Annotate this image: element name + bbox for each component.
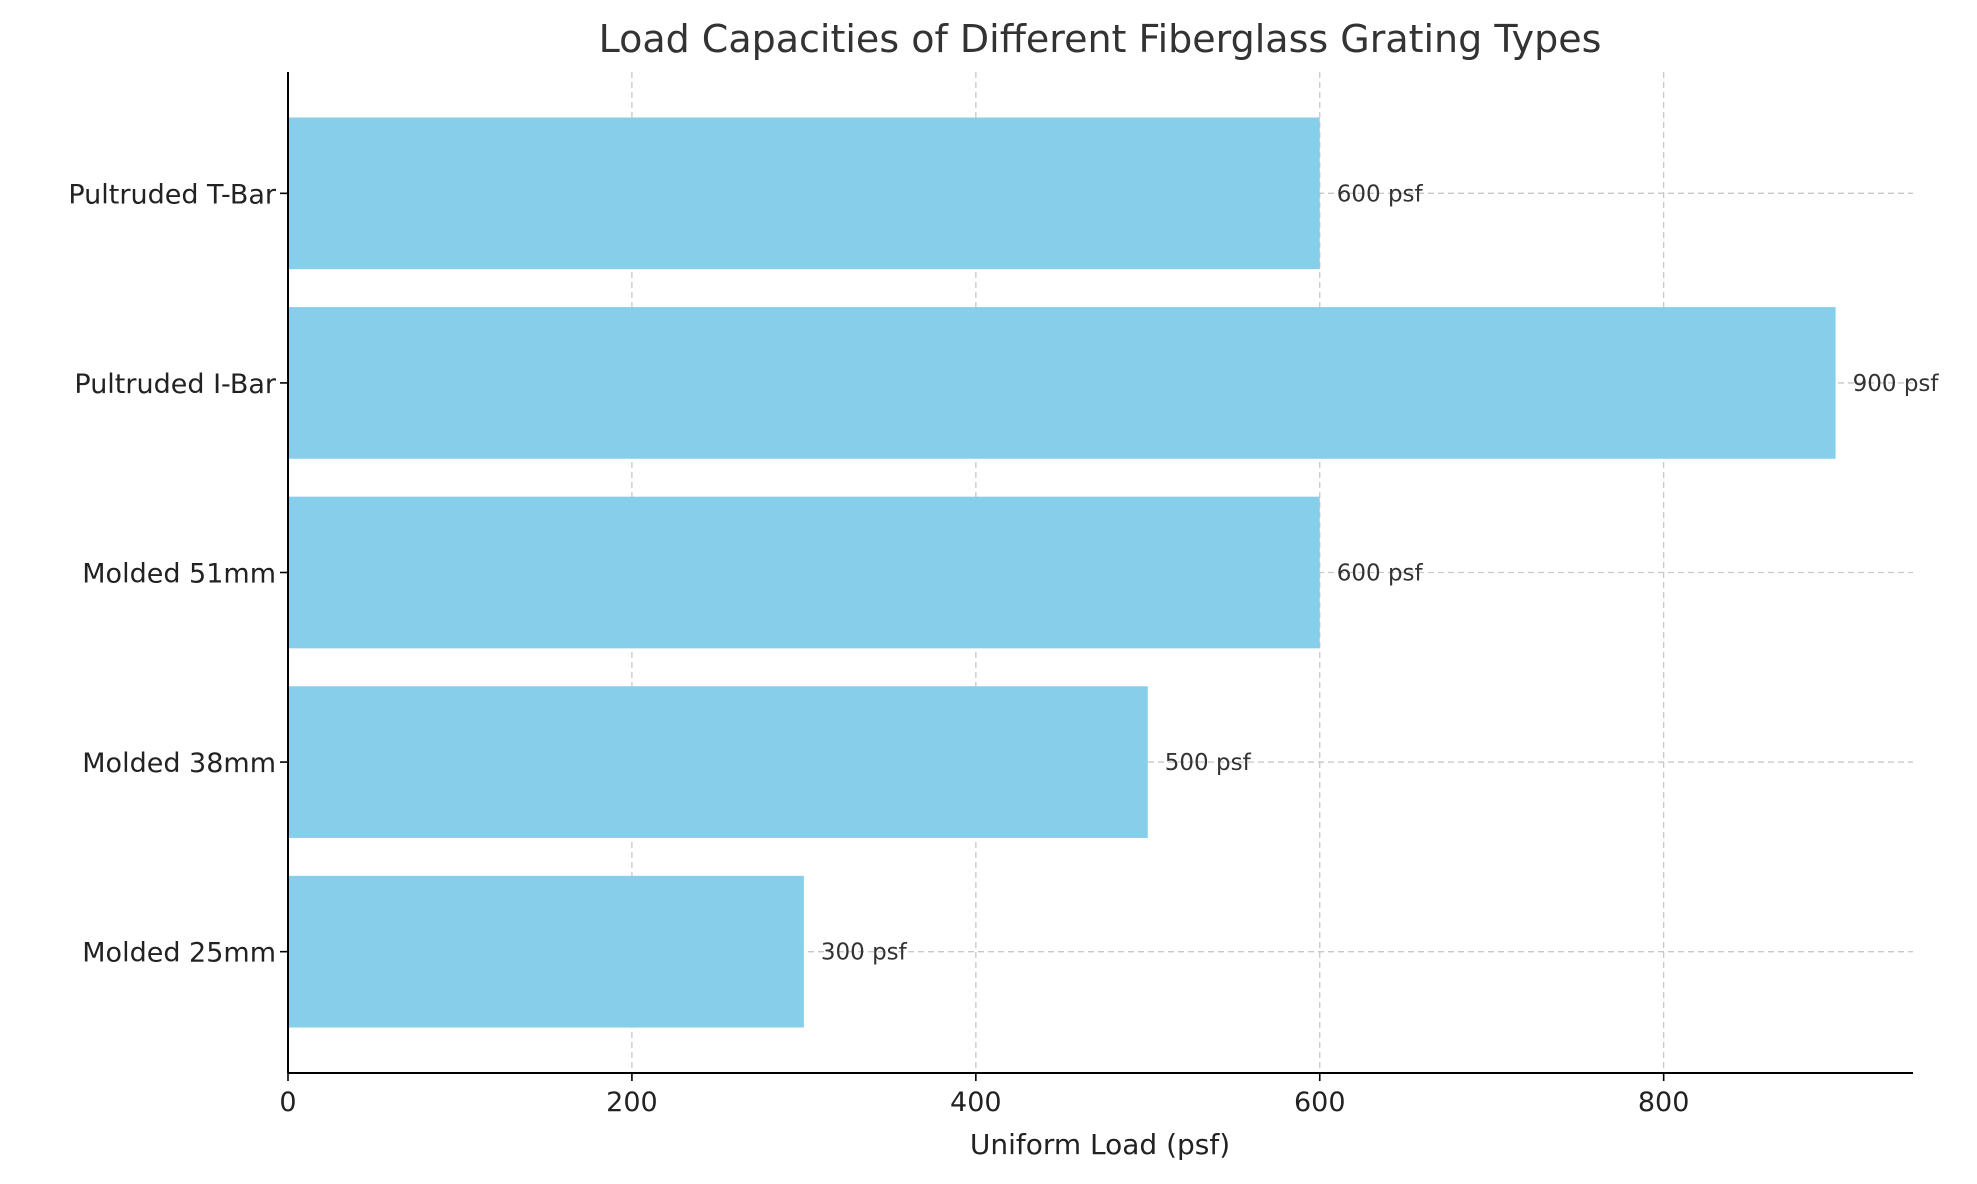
data-label: 600 psf (1337, 561, 1424, 587)
bar (288, 496, 1320, 649)
x-tick-label: 600 (1294, 1087, 1346, 1118)
bar (288, 307, 1836, 459)
y-tick-label: Molded 51mm (82, 559, 276, 590)
y-tick-label: Molded 38mm (82, 748, 276, 779)
x-tick-label: 800 (1638, 1087, 1690, 1118)
x-tick-label: 200 (606, 1087, 658, 1118)
bar (288, 117, 1320, 270)
chart-title: Load Capacities of Different Fiberglass … (599, 17, 1602, 61)
bar (288, 686, 1148, 838)
data-label: 300 psf (821, 940, 908, 966)
y-tick-label: Pultruded I-Bar (74, 369, 277, 400)
x-axis-label: Uniform Load (psf) (970, 1128, 1230, 1161)
bar (288, 875, 804, 1028)
y-tick-label: Pultruded T-Bar (68, 179, 277, 210)
x-tick-label: 400 (950, 1087, 1002, 1118)
data-label: 500 psf (1165, 750, 1252, 776)
x-tick-label: 0 (279, 1087, 296, 1118)
data-label: 600 psf (1337, 181, 1424, 207)
y-tick-label: Molded 25mm (82, 938, 276, 969)
data-label: 900 psf (1853, 371, 1940, 397)
